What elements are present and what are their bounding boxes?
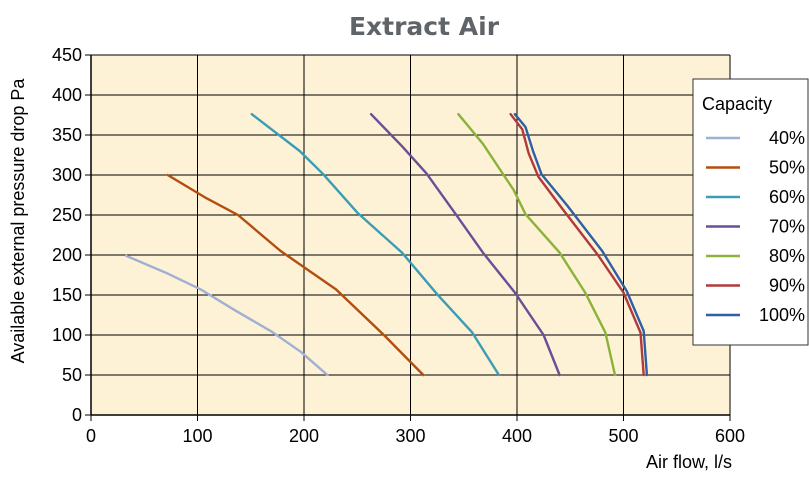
legend-title: Capacity	[702, 94, 772, 114]
series-line-100-pct	[513, 112, 649, 377]
x-tick-label: 600	[715, 426, 745, 446]
x-tick-label: 100	[182, 426, 212, 446]
x-tick-label: 300	[395, 426, 425, 446]
series-line-70-pct	[369, 112, 561, 377]
x-tick-label: 500	[608, 426, 638, 446]
y-tick-label: 300	[52, 165, 82, 185]
y-tick-label: 150	[52, 285, 82, 305]
legend: Capacity 40% 50% 60% 70% 80% 90% 100%	[692, 78, 809, 346]
x-axis-label: Air flow, l/s	[646, 452, 732, 472]
y-tick-label: 250	[52, 205, 82, 225]
x-tick-label: 0	[86, 426, 96, 446]
legend-label: 90%	[769, 276, 805, 296]
series-line-50-pct	[166, 173, 425, 377]
legend-label: 100%	[759, 305, 805, 325]
y-tick-label: 350	[52, 125, 82, 145]
y-tick-label: 400	[52, 85, 82, 105]
series-line-40-pct	[124, 254, 329, 377]
x-tick-label: 400	[502, 426, 532, 446]
chart-title: Extract Air	[349, 12, 500, 41]
legend-label: 70%	[769, 217, 805, 237]
y-tick-label: 450	[52, 45, 82, 65]
legend-box	[692, 78, 809, 346]
series-lines	[124, 112, 649, 377]
legend-label: 60%	[769, 187, 805, 207]
legend-label: 50%	[769, 158, 805, 178]
axes	[85, 54, 731, 421]
y-tick-label: 50	[62, 365, 82, 385]
legend-label: 80%	[769, 246, 805, 266]
y-tick-label: 200	[52, 245, 82, 265]
legend-label: 40%	[769, 128, 805, 148]
y-tick-label: 0	[72, 405, 82, 425]
x-tick-label: 200	[289, 426, 319, 446]
series-line-90-pct	[509, 112, 645, 377]
legend-items: 40% 50% 60% 70% 80% 90% 100%	[706, 128, 805, 325]
tick-labels: 0 50 100 150 200 250 300 350 400 450 0 100 200 300 400…	[52, 45, 745, 446]
series-line-60-pct	[250, 112, 501, 377]
series-line-80-pct	[457, 112, 617, 377]
y-tick-label: 100	[52, 325, 82, 345]
y-axis-label: Available external pressure drop Pa	[8, 78, 28, 364]
